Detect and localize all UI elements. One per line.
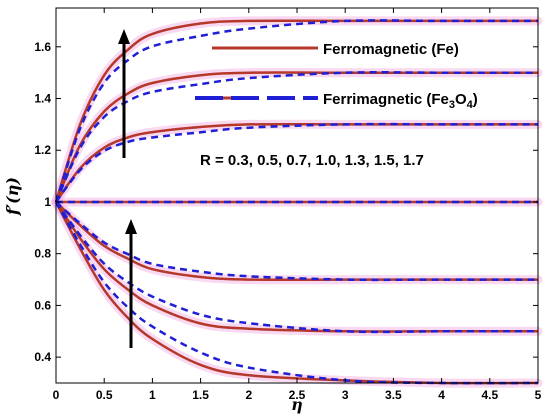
x-tick-label: 5 — [535, 388, 542, 402]
x-tick-label: 4.5 — [481, 388, 498, 402]
x-tick-label: 4 — [438, 388, 445, 402]
y-tick-label: 1 — [44, 195, 51, 209]
legend: Ferromagnetic (Fe) Ferrimagnetic (Fe3O4) — [195, 41, 478, 111]
y-tick-label: 0.6 — [34, 298, 51, 312]
x-tick-label: 1.5 — [192, 388, 209, 402]
y-tick-label: 1.4 — [34, 92, 51, 106]
x-tick-label: 2 — [245, 388, 252, 402]
x-tick-label: 3.5 — [385, 388, 402, 402]
legend-label-ferromagnetic: Ferromagnetic (Fe) — [323, 41, 459, 58]
x-tick-label: 2.5 — [289, 388, 306, 402]
x-tick-label: 0 — [53, 388, 60, 402]
increase-arrow-lower — [125, 219, 137, 348]
y-tick-label: 1.6 — [34, 40, 51, 54]
x-tick-label: 0.5 — [96, 388, 113, 402]
increase-arrow-upper — [118, 29, 130, 158]
series-glow-2 — [51, 197, 543, 285]
ferrimagnetic-line-6 — [54, 19, 538, 203]
y-tick-label: 0.4 — [34, 350, 51, 364]
x-axis-label: η — [291, 395, 303, 414]
ferrimagnetic-line-2 — [55, 201, 538, 282]
r-values-annotation: R = 0.3, 0.5, 0.7, 1.0, 1.3, 1.5, 1.7 — [200, 152, 424, 169]
legend-label-ferrimagnetic: Ferrimagnetic (Fe3O4) — [323, 91, 478, 111]
ferromagnetic-line-2 — [55, 201, 538, 282]
ferrimagnetic-line-0 — [54, 201, 539, 385]
ferrimagnetic-line-5 — [54, 71, 538, 203]
y-axis-label: f′(η) — [3, 177, 22, 216]
x-tick-label: 1 — [149, 388, 156, 402]
x-tick-label: 3 — [342, 388, 349, 402]
y-tick-label: 0.8 — [34, 247, 51, 261]
ferromagnetic-line-4 — [54, 122, 538, 203]
ferrimagnetic-series-layer — [54, 19, 539, 385]
axis-ticks: 0 0.5 1 1.5 2 2.5 3 3.5 4 4.5 5 0.4 0.6 0.8 1 1.2 1.4 1.6 — [34, 8, 542, 402]
ferrimagnetic-line-1 — [54, 201, 538, 334]
y-tick-label: 1.2 — [34, 143, 51, 157]
